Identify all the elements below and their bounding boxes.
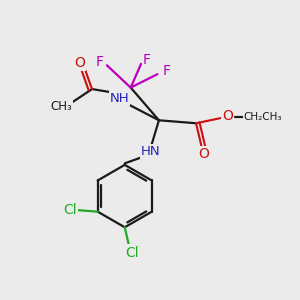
Text: NH: NH — [110, 92, 129, 105]
Text: Cl: Cl — [125, 245, 139, 260]
Text: CH₂CH₃: CH₂CH₃ — [244, 112, 282, 122]
Text: F: F — [143, 53, 151, 67]
Text: Cl: Cl — [63, 203, 77, 217]
Text: HN: HN — [141, 145, 160, 158]
Text: CH₃: CH₃ — [51, 100, 72, 113]
Text: O: O — [198, 148, 209, 161]
Text: F: F — [95, 55, 104, 69]
Text: F: F — [162, 64, 170, 78]
Text: O: O — [74, 56, 85, 70]
Text: O: O — [222, 109, 233, 123]
